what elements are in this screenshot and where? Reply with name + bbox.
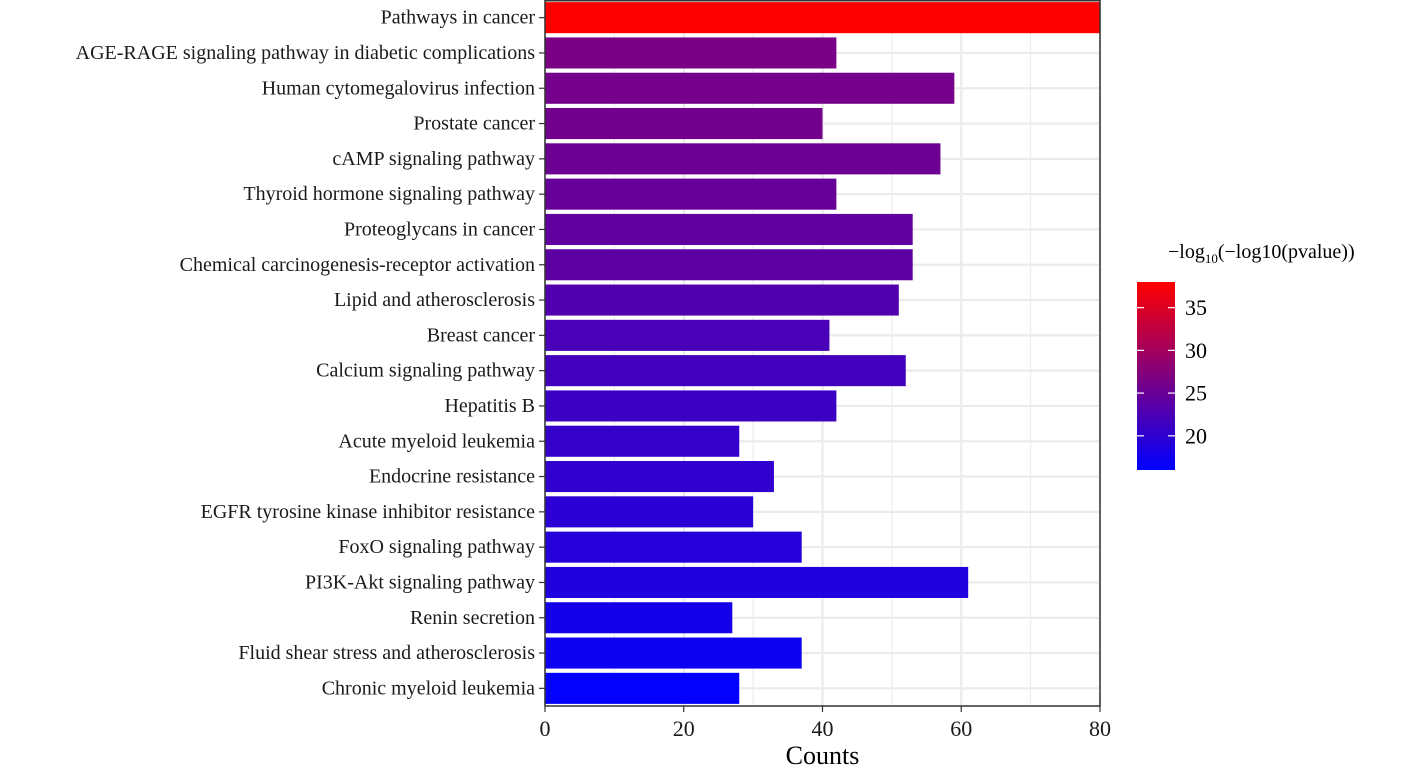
x-tick-label: 40	[812, 716, 834, 741]
bar	[545, 143, 941, 175]
bar	[545, 213, 913, 245]
category-label: Chemical carcinogenesis-receptor activat…	[180, 254, 535, 276]
category-label: Renin secretion	[410, 607, 535, 629]
x-tick-label: 0	[540, 716, 551, 741]
bar	[545, 461, 774, 493]
bar	[545, 390, 837, 422]
bar-layer	[545, 2, 1100, 704]
category-label: Proteoglycans in cancer	[344, 218, 535, 240]
category-label: Endocrine resistance	[369, 466, 535, 488]
bar	[545, 672, 740, 704]
category-label: Thyroid hormone signaling pathway	[243, 183, 535, 205]
bar	[545, 2, 1100, 34]
bar	[545, 37, 837, 69]
bar	[545, 249, 913, 281]
category-label: Calcium signaling pathway	[316, 360, 535, 382]
x-tick-label: 60	[950, 716, 972, 741]
category-label: Fluid shear stress and atherosclerosis	[238, 642, 535, 664]
category-label: Chronic myeloid leukemia	[322, 677, 535, 699]
legend-tick-label: 30	[1185, 338, 1207, 363]
color-legend: −log10(−log10(pvalue)) 20 25 30 35	[1137, 241, 1355, 470]
legend-tick-label: 20	[1185, 423, 1207, 448]
bar	[545, 178, 837, 210]
x-tick-label: 20	[673, 716, 695, 741]
category-label: Lipid and atherosclerosis	[334, 289, 535, 311]
category-label: cAMP signaling pathway	[332, 148, 535, 170]
bar	[545, 355, 906, 387]
grid-layer	[543, 0, 1102, 706]
legend-tick-label: 25	[1185, 381, 1207, 406]
bar	[545, 496, 754, 528]
legend-colorbar	[1137, 282, 1175, 470]
legend-tick-label: 35	[1185, 295, 1207, 320]
bar	[545, 108, 823, 140]
bar	[545, 566, 969, 598]
bar	[545, 284, 899, 316]
category-label: Breast cancer	[427, 324, 536, 346]
legend-title: −log10(−log10(pvalue))	[1168, 241, 1355, 266]
bar	[545, 602, 733, 634]
category-label: AGE-RAGE signaling pathway in diabetic c…	[76, 42, 536, 64]
bar	[545, 425, 740, 457]
category-label: Hepatitis B	[444, 395, 535, 417]
category-label: Pathways in cancer	[381, 7, 536, 29]
x-tick-label: 80	[1089, 716, 1111, 741]
category-label: FoxO signaling pathway	[338, 536, 535, 558]
x-axis-title: Counts	[786, 741, 860, 768]
category-labels: Pathways in cancer AGE-RAGE signaling pat…	[76, 7, 545, 699]
bar	[545, 531, 802, 563]
category-label: PI3K-Akt signaling pathway	[305, 571, 535, 593]
category-label: Human cytomegalovirus infection	[262, 77, 535, 99]
bar	[545, 72, 955, 104]
x-axis-ticks: 0 20 40 60 80	[540, 706, 1111, 741]
category-label: Acute myeloid leukemia	[338, 430, 535, 452]
category-label: EGFR tyrosine kinase inhibitor resistanc…	[201, 501, 536, 523]
category-label: Prostate cancer	[413, 113, 535, 135]
bar	[545, 637, 802, 669]
bar	[545, 319, 830, 351]
legend-ticks: 20 25 30 35	[1137, 295, 1207, 448]
